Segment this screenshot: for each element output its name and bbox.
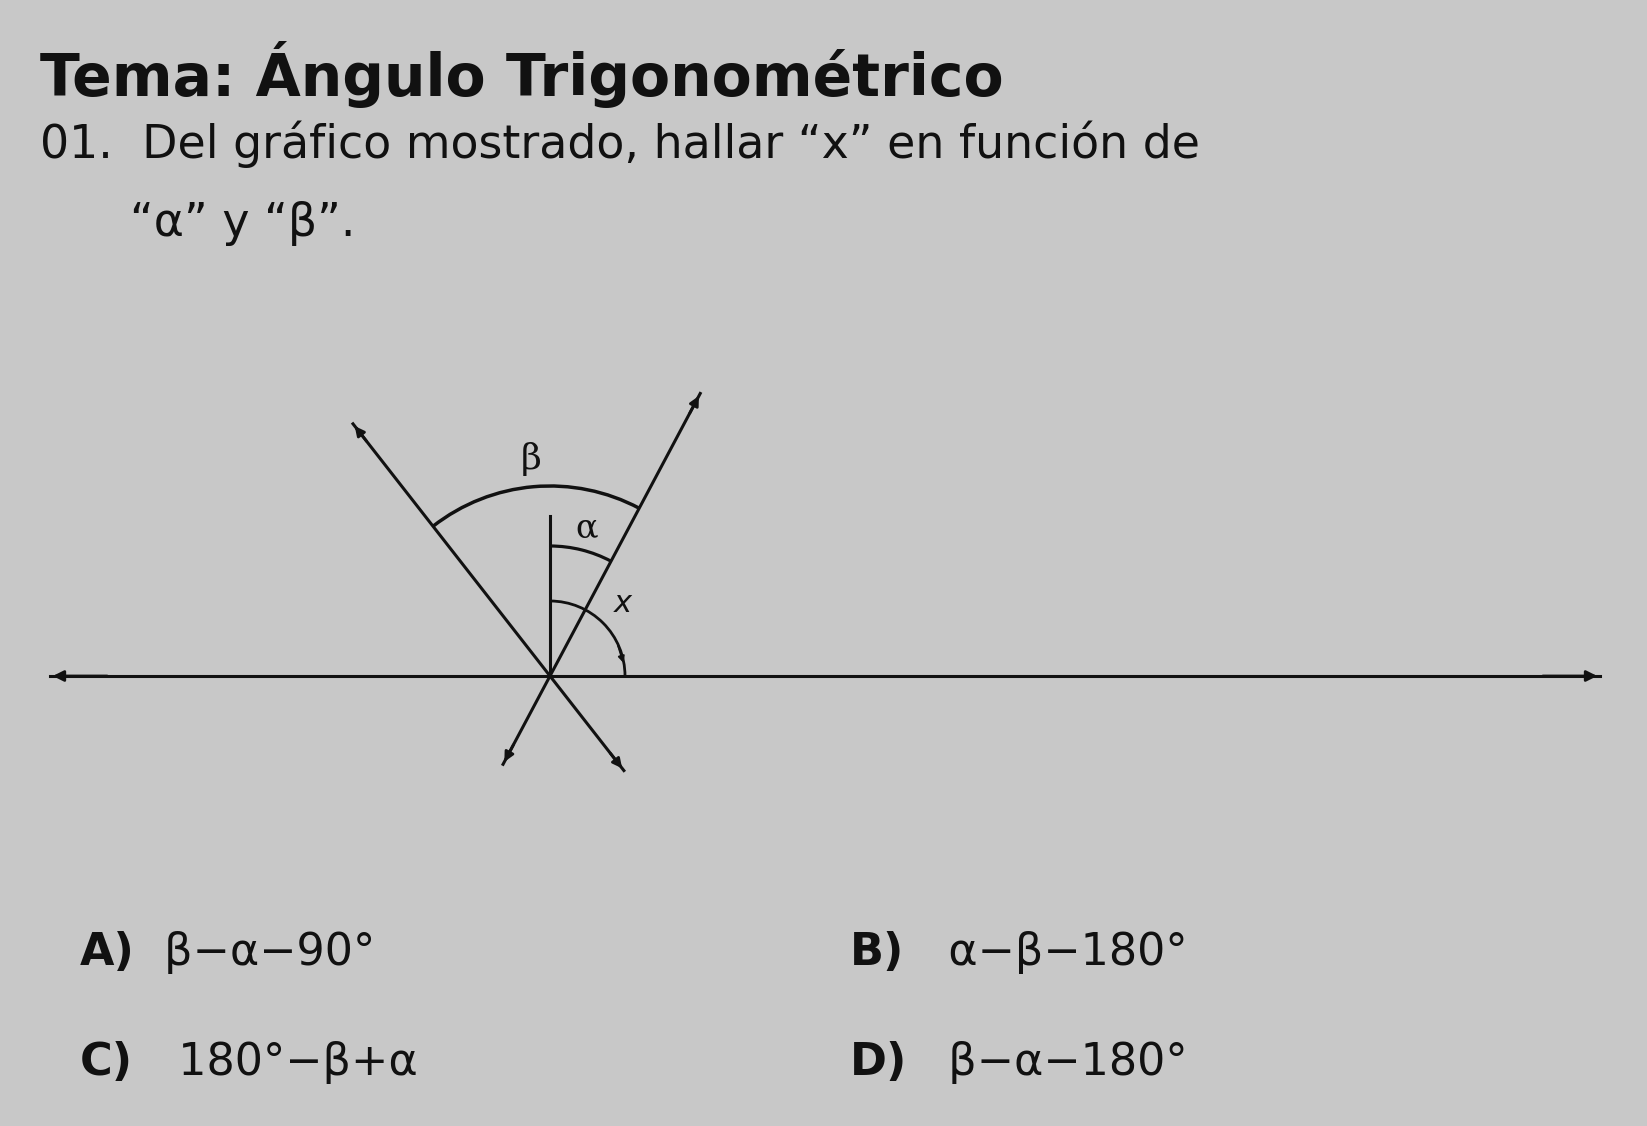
Text: B): B) <box>850 931 904 974</box>
Text: β: β <box>520 441 542 476</box>
Text: D): D) <box>850 1042 907 1084</box>
Text: β−α−180°: β−α−180° <box>921 1042 1187 1084</box>
Text: x: x <box>614 589 632 618</box>
Text: C): C) <box>81 1042 133 1084</box>
Text: Tema: Ángulo Trigonométrico: Tema: Ángulo Trigonométrico <box>40 41 1003 108</box>
Text: A): A) <box>81 931 135 974</box>
Text: “α” y “β”.: “α” y “β”. <box>130 202 356 245</box>
Text: 180°−β+α: 180°−β+α <box>150 1042 418 1084</box>
Text: α: α <box>575 512 598 545</box>
Text: α−β−180°: α−β−180° <box>921 931 1187 974</box>
Text: 01.  Del gráfico mostrado, hallar “x” en función de: 01. Del gráfico mostrado, hallar “x” en … <box>40 120 1201 169</box>
Text: β−α−90°: β−α−90° <box>150 931 376 974</box>
